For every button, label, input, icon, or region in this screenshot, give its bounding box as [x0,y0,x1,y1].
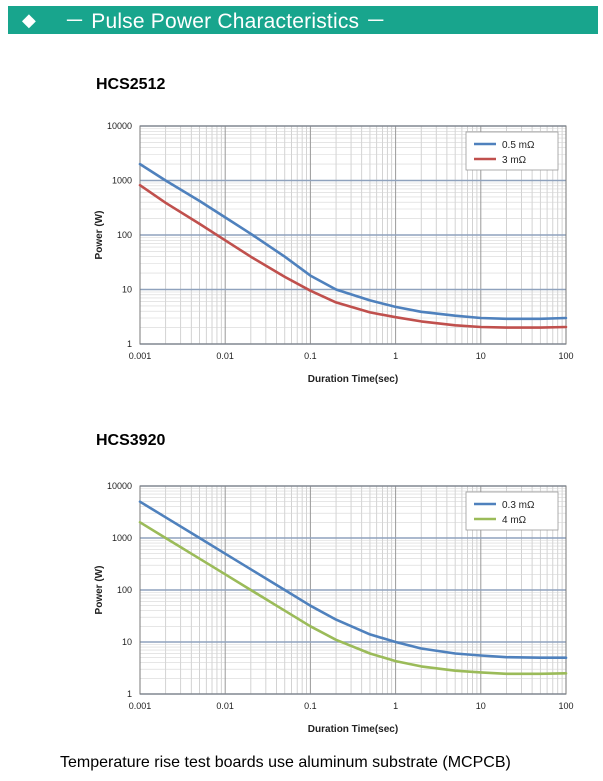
x-tick-label: 0.1 [304,351,317,361]
legend-label: 4 mΩ [502,515,527,526]
pulse-power-chart-hcs2512: 0.001 0.01 0.1 1 10 100 1 10 100 1000 10000 Duratio… [90,110,574,400]
grid [139,125,567,345]
grid [139,485,567,695]
legend-box [465,491,559,531]
legend: 0.5 mΩ 3 mΩ [465,131,559,171]
x-tick-label: 1 [393,701,398,711]
series-line-2 [138,183,568,329]
diamond-icon: ◆ [22,9,37,30]
chart-svg: 0.001 0.01 0.1 1 10 100 1 10 100 1000 10000 Duratio… [94,121,574,385]
pulse-power-chart-hcs3920: 0.001 0.01 0.1 1 10 100 1 10 100 1000 10000 Duratio… [90,470,574,750]
chart-title-hcs2512: HCS2512 [96,76,166,93]
plot-frame [139,125,567,345]
series-line-1 [138,162,568,321]
y-axis-label: Power (W) [94,211,105,260]
chart-svg: 0.001 0.01 0.1 1 10 100 1 10 100 1000 10000 Duratio… [94,481,574,735]
section-title: － Pulse Power Characteristics － [64,10,387,33]
x-tick-label: 100 [558,701,573,711]
series-line-1 [138,500,568,659]
y-tick-label: 10000 [107,121,132,131]
legend-label: 3 mΩ [502,155,527,166]
plot-frame [139,485,567,695]
y-tick-label: 10 [122,637,132,647]
x-tick-label: 100 [558,351,573,361]
x-tick-label: 10 [476,351,486,361]
x-tick-label: 0.001 [129,701,152,711]
x-tick-label: 0.1 [304,701,317,711]
y-tick-label: 100 [117,230,132,240]
y-tick-label: 100 [117,585,132,595]
y-tick-label: 1 [127,339,132,349]
x-tick-label: 10 [476,701,486,711]
series-line-2 [138,521,568,676]
x-axis-label: Duration Time(sec) [308,374,398,385]
x-axis-label: Duration Time(sec) [308,724,398,735]
section-header: ◆ － Pulse Power Characteristics － [8,6,598,34]
legend: 0.3 mΩ 4 mΩ [465,491,559,531]
x-tick-label: 1 [393,351,398,361]
legend-label: 0.5 mΩ [502,140,535,151]
x-tick-label: 0.01 [216,351,234,361]
y-tick-label: 10000 [107,481,132,491]
chart-title-hcs3920: HCS3920 [96,432,166,449]
y-tick-label: 1000 [112,176,132,186]
x-tick-label: 0.01 [216,701,234,711]
legend-box [465,131,559,171]
x-tick-label: 0.001 [129,351,152,361]
legend-label: 0.3 mΩ [502,500,535,511]
y-tick-label: 1 [127,689,132,699]
y-axis-label: Power (W) [94,566,105,615]
y-tick-label: 1000 [112,533,132,543]
y-tick-label: 10 [122,285,132,295]
footer-note: Temperature rise test boards use aluminu… [60,754,511,771]
